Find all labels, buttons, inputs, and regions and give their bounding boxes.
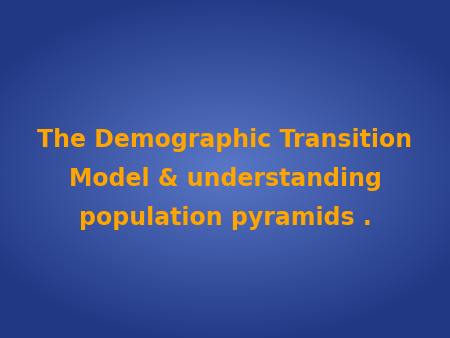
Text: population pyramids .: population pyramids . xyxy=(79,206,371,230)
Text: The Demographic Transition: The Demographic Transition xyxy=(37,128,413,152)
Text: Model & understanding: Model & understanding xyxy=(68,167,382,191)
